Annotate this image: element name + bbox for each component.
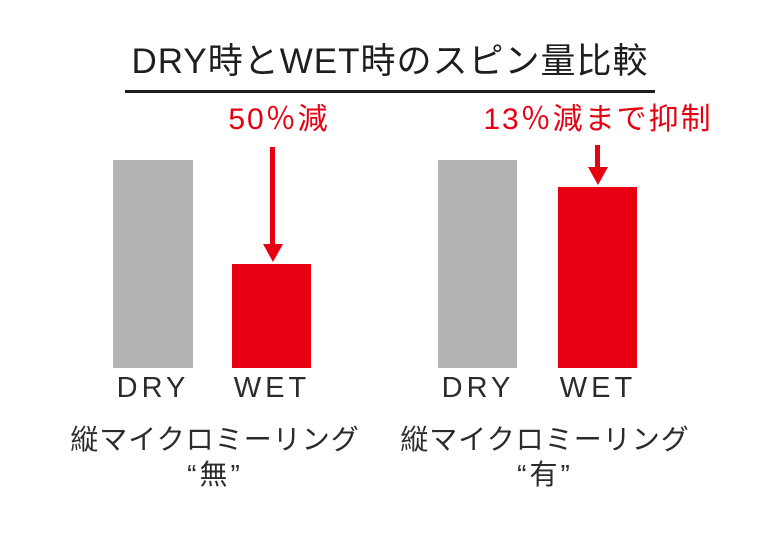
bar-right-dry xyxy=(438,160,517,368)
caption-quote: “有” xyxy=(517,459,573,490)
bar-label-dry: DRY xyxy=(116,372,190,404)
arrow-shaft xyxy=(270,147,275,244)
group-caption-without-milling: 縦マイクロミーリング “無” xyxy=(55,422,375,492)
chart-title: DRY時とWET時のスピン量比較 xyxy=(125,33,655,93)
caption-text: 縦マイクロミーリング xyxy=(400,424,690,455)
arrow-head xyxy=(262,244,283,262)
bar-label-wet: WET xyxy=(559,372,637,404)
arrow-shaft xyxy=(595,145,600,167)
bar-right-wet xyxy=(558,187,637,368)
caption-quote: “無” xyxy=(187,459,243,490)
annotation-left-50pct: 50％減 xyxy=(228,103,330,136)
bar-label-dry: DRY xyxy=(441,372,515,404)
group-caption-with-milling: 縦マイクロミーリング “有” xyxy=(385,422,705,492)
chart-title-wrap: DRY時とWET時のスピン量比較 xyxy=(0,33,780,93)
bar-left-wet xyxy=(232,264,311,368)
annotation-right-13pct: 13％減まで抑制 xyxy=(483,103,713,136)
arrow-head xyxy=(587,167,608,185)
bar-left-dry xyxy=(113,160,193,368)
bar-label-wet: WET xyxy=(233,372,311,404)
caption-text: 縦マイクロミーリング xyxy=(70,424,360,455)
